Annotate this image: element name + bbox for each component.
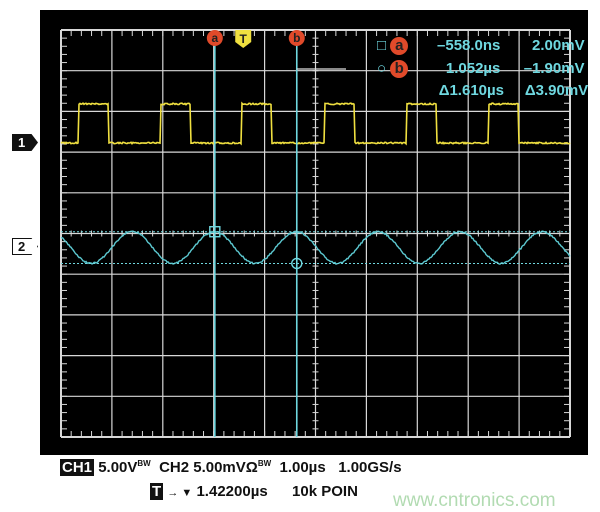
ch1-label: CH1: [60, 459, 94, 476]
cursor-a-value: 2.00mV: [505, 37, 585, 54]
cursor-b-time: 1.052µs: [412, 60, 500, 77]
ch1-scale: 5.00V: [98, 459, 137, 476]
delta-time: Δ1.610µs: [377, 82, 504, 99]
trigger-position-label: T: [240, 32, 248, 46]
status-line-2: T → ▼ 1.42200µs 10k POIN: [150, 483, 358, 500]
record-length: 10k POIN: [292, 483, 358, 500]
ch1-marker[interactable]: 1: [12, 134, 38, 151]
cursor-a-badge-label: a: [211, 31, 218, 45]
cursor-b-circle-legend-icon: ○: [377, 60, 386, 77]
ch2-scale: CH2 5.00mVΩ: [159, 459, 258, 476]
status-line-1: CH1 5.00VBW CH2 5.00mVΩBW 1.00µs 1.00GS/…: [60, 459, 402, 476]
ch2-marker[interactable]: 2: [12, 238, 38, 255]
sample-rate: 1.00GS/s: [338, 459, 401, 476]
cursor-a-badge: a: [390, 37, 408, 55]
watermark: www.cntronics.com: [393, 490, 556, 512]
ch1-bw: BW: [137, 459, 150, 468]
cursor-a-time: –558.0ns: [412, 37, 500, 54]
cursor-b-badge: b: [390, 60, 408, 78]
trigger-arrow-icon: → ▼: [167, 487, 192, 499]
trigger-label: T: [150, 483, 163, 500]
cursor-b-badge-label: b: [293, 31, 300, 45]
delta-value: Δ3.90mV: [508, 82, 588, 99]
scope-display: abT □ a –558.0ns 2.00mV ○ b 1.052µs –1.9…: [40, 10, 588, 455]
ch2-bw: BW: [258, 459, 271, 468]
trigger-position: 1.42200µs: [196, 483, 267, 500]
cursor-delta-readout: Δ1.610µs Δ3.90mV: [377, 82, 588, 99]
cursor-a-readout: □ a –558.0ns 2.00mV: [377, 37, 585, 55]
cursor-b-readout: ○ b 1.052µs –1.90mV: [377, 60, 585, 78]
timebase: 1.00µs: [279, 459, 325, 476]
cursor-a-square-legend-icon: □: [377, 37, 386, 54]
cursor-b-value: –1.90mV: [505, 60, 585, 77]
